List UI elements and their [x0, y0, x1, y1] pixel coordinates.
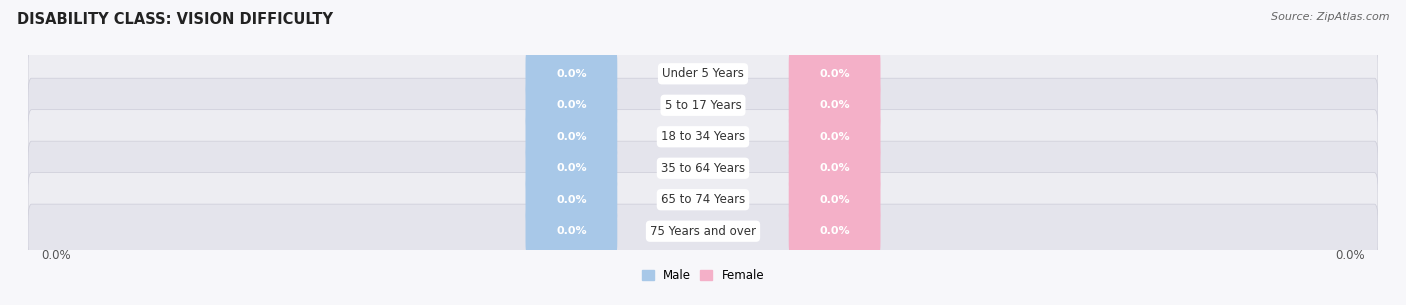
FancyBboxPatch shape — [526, 39, 617, 109]
FancyBboxPatch shape — [28, 47, 1378, 101]
FancyBboxPatch shape — [526, 102, 617, 172]
Text: 0.0%: 0.0% — [42, 249, 72, 263]
FancyBboxPatch shape — [28, 110, 1378, 164]
Text: 75 Years and over: 75 Years and over — [650, 225, 756, 238]
Text: 0.0%: 0.0% — [820, 69, 849, 79]
Text: 0.0%: 0.0% — [1334, 249, 1364, 263]
FancyBboxPatch shape — [28, 173, 1378, 227]
Text: 0.0%: 0.0% — [557, 226, 586, 236]
FancyBboxPatch shape — [789, 133, 880, 203]
Legend: Male, Female: Male, Female — [637, 265, 769, 287]
FancyBboxPatch shape — [28, 141, 1378, 195]
FancyBboxPatch shape — [526, 165, 617, 235]
FancyBboxPatch shape — [28, 204, 1378, 258]
Text: 0.0%: 0.0% — [557, 69, 586, 79]
Text: 35 to 64 Years: 35 to 64 Years — [661, 162, 745, 175]
Text: 0.0%: 0.0% — [557, 163, 586, 173]
Text: 0.0%: 0.0% — [557, 100, 586, 110]
Text: Under 5 Years: Under 5 Years — [662, 67, 744, 80]
Text: DISABILITY CLASS: VISION DIFFICULTY: DISABILITY CLASS: VISION DIFFICULTY — [17, 12, 333, 27]
FancyBboxPatch shape — [526, 196, 617, 266]
Text: 0.0%: 0.0% — [557, 132, 586, 142]
Text: 0.0%: 0.0% — [820, 132, 849, 142]
Text: 0.0%: 0.0% — [820, 100, 849, 110]
Text: 5 to 17 Years: 5 to 17 Years — [665, 99, 741, 112]
FancyBboxPatch shape — [526, 70, 617, 140]
FancyBboxPatch shape — [789, 102, 880, 172]
FancyBboxPatch shape — [789, 196, 880, 266]
FancyBboxPatch shape — [789, 70, 880, 140]
Text: Source: ZipAtlas.com: Source: ZipAtlas.com — [1271, 12, 1389, 22]
Text: 0.0%: 0.0% — [820, 226, 849, 236]
Text: 0.0%: 0.0% — [557, 195, 586, 205]
Text: 65 to 74 Years: 65 to 74 Years — [661, 193, 745, 206]
Text: 0.0%: 0.0% — [820, 163, 849, 173]
FancyBboxPatch shape — [789, 39, 880, 109]
Text: 18 to 34 Years: 18 to 34 Years — [661, 130, 745, 143]
FancyBboxPatch shape — [28, 78, 1378, 132]
FancyBboxPatch shape — [526, 133, 617, 203]
Text: 0.0%: 0.0% — [820, 195, 849, 205]
FancyBboxPatch shape — [789, 165, 880, 235]
